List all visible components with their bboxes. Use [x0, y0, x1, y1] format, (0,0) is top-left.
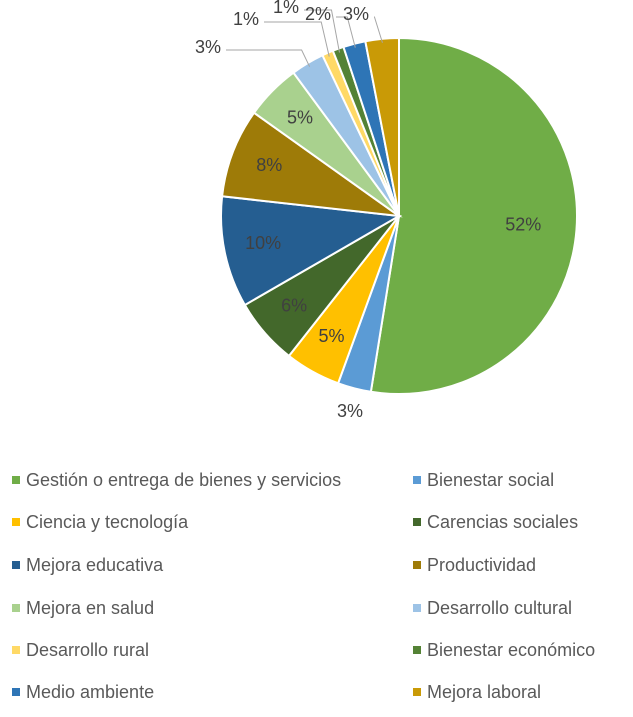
- legend-label: Carencias sociales: [427, 512, 578, 532]
- leader-line: [304, 9, 340, 53]
- pie-slice: [364, 36, 400, 217]
- legend-swatch: [413, 518, 421, 526]
- legend-label: Medio ambiente: [26, 682, 154, 702]
- data-label: 3%: [337, 401, 363, 421]
- leader-line: [226, 49, 311, 67]
- data-label: 2%: [305, 4, 331, 24]
- data-label: 8%: [256, 155, 282, 175]
- leader-line: [336, 16, 356, 48]
- legend-swatch: [12, 646, 20, 654]
- data-label: 5%: [318, 326, 344, 346]
- legend-label: Mejora en salud: [26, 598, 154, 618]
- legend-label: Desarrollo rural: [26, 640, 149, 660]
- data-label: 5%: [287, 107, 313, 127]
- data-label: 3%: [195, 37, 221, 57]
- data-label: 10%: [245, 233, 281, 253]
- data-label: 1%: [273, 0, 299, 17]
- data-label: 6%: [281, 296, 307, 316]
- pie-slice: [369, 36, 578, 395]
- legend-label: Gestión o entrega de bienes y servicios: [26, 470, 341, 490]
- pie-slice: [220, 195, 403, 307]
- legend-swatch: [413, 688, 421, 696]
- data-label: 52%: [505, 215, 541, 235]
- legend-swatch: [413, 646, 421, 654]
- legend-label: Bienestar social: [427, 470, 554, 490]
- legend-swatch: [12, 688, 20, 696]
- leader-line: [264, 21, 330, 57]
- leader-line: [373, 16, 383, 43]
- legend-swatch: [413, 476, 421, 484]
- legend-swatch: [12, 518, 20, 526]
- legend-swatch: [413, 604, 421, 612]
- pie-slice: [220, 111, 403, 218]
- legend-swatch: [413, 561, 421, 569]
- legend-label: Productividad: [427, 555, 536, 575]
- legend-swatch: [12, 476, 20, 484]
- legend-label: Desarrollo cultural: [427, 598, 572, 618]
- legend-swatch: [12, 561, 20, 569]
- data-label: 3%: [343, 4, 369, 24]
- legend-label: Bienestar económico: [427, 640, 595, 660]
- legend-label: Ciencia y tecnología: [26, 512, 189, 532]
- legend-label: Mejora educativa: [26, 555, 164, 575]
- data-label: 1%: [233, 9, 259, 29]
- legend-label: Mejora laboral: [427, 682, 541, 702]
- legend-swatch: [12, 604, 20, 612]
